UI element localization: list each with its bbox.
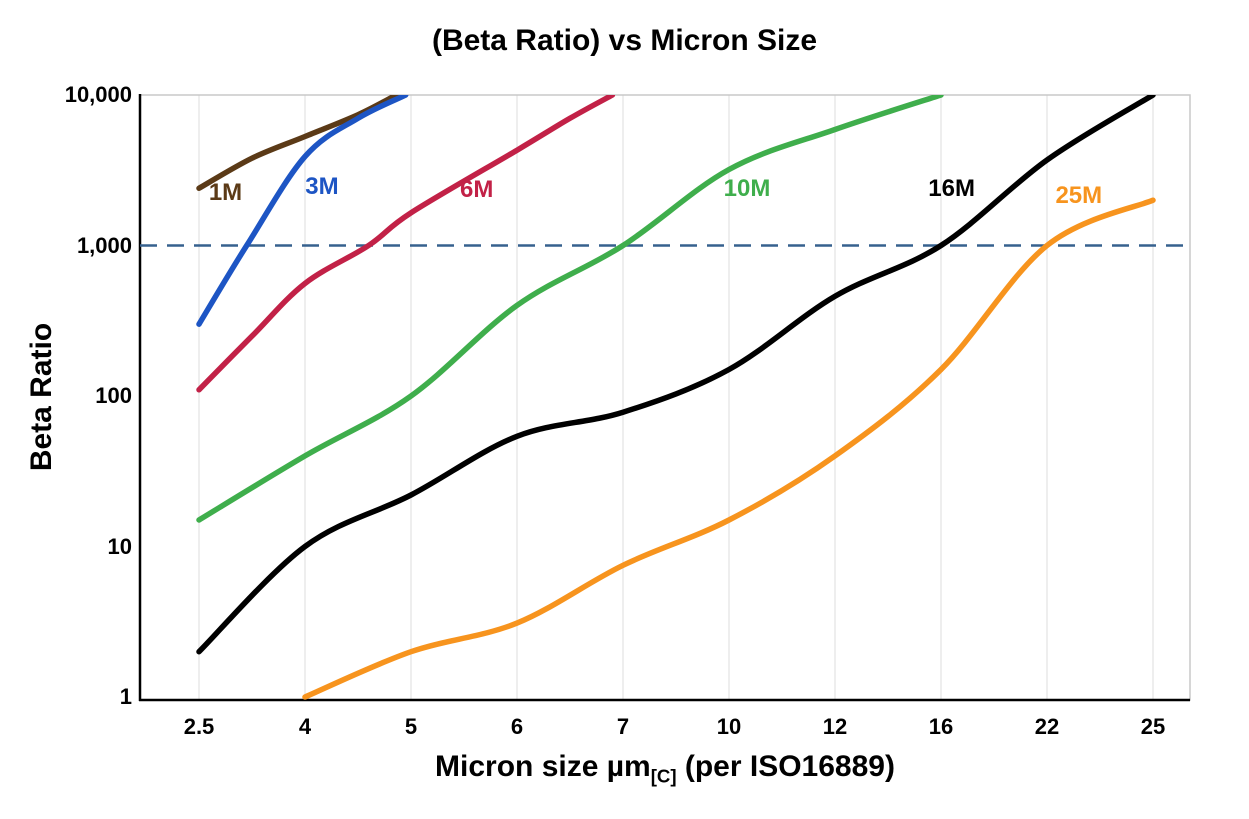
series-3M-label: 3M (305, 173, 339, 201)
x-tick-label-7: 7 (616, 714, 630, 739)
series-6M-curve (196, 95, 616, 393)
x-axis-title-suffix: (per ISO16889) (676, 750, 895, 783)
y-tick-label-1,000: 1,000 (76, 232, 132, 258)
y-tick-label-100: 100 (95, 383, 132, 408)
series-1M-label: 1M (208, 178, 243, 206)
series-10M-curve (196, 95, 944, 523)
x-tick-label-6: 6 (510, 714, 524, 739)
x-tick-label-5: 5 (404, 714, 418, 739)
series-25M-curve (302, 197, 1156, 700)
series-25M-label: 25M (1055, 182, 1103, 209)
x-axis-title-subscript: [C] (650, 765, 677, 787)
y-tick-label-1: 1 (119, 684, 132, 709)
x-tick-label-10: 10 (716, 714, 742, 739)
x-tick-label-22: 22 (1034, 714, 1060, 739)
series-16M-label: 16M (928, 174, 975, 202)
y-tick-label-10: 10 (107, 533, 132, 559)
x-tick-label-25: 25 (1140, 714, 1166, 739)
series-16M-curve (196, 95, 1156, 655)
x-tick-label-2.5: 2.5 (183, 714, 215, 739)
y-tick-label-10,000: 10,000 (64, 82, 132, 107)
series-6M-label: 6M (460, 176, 494, 204)
x-tick-label-16: 16 (928, 714, 954, 739)
series-10M-label: 10M (723, 174, 771, 202)
x-tick-label-12: 12 (822, 714, 848, 739)
x-axis-title: Micron size µm[C] (per ISO16889) (140, 750, 1190, 788)
series-3M-curve (196, 95, 409, 327)
chart-title: (Beta Ratio) vs Micron Size (431, 24, 818, 57)
x-tick-label-4: 4 (298, 714, 312, 739)
x-axis-title-main: Micron size µm (435, 750, 651, 783)
